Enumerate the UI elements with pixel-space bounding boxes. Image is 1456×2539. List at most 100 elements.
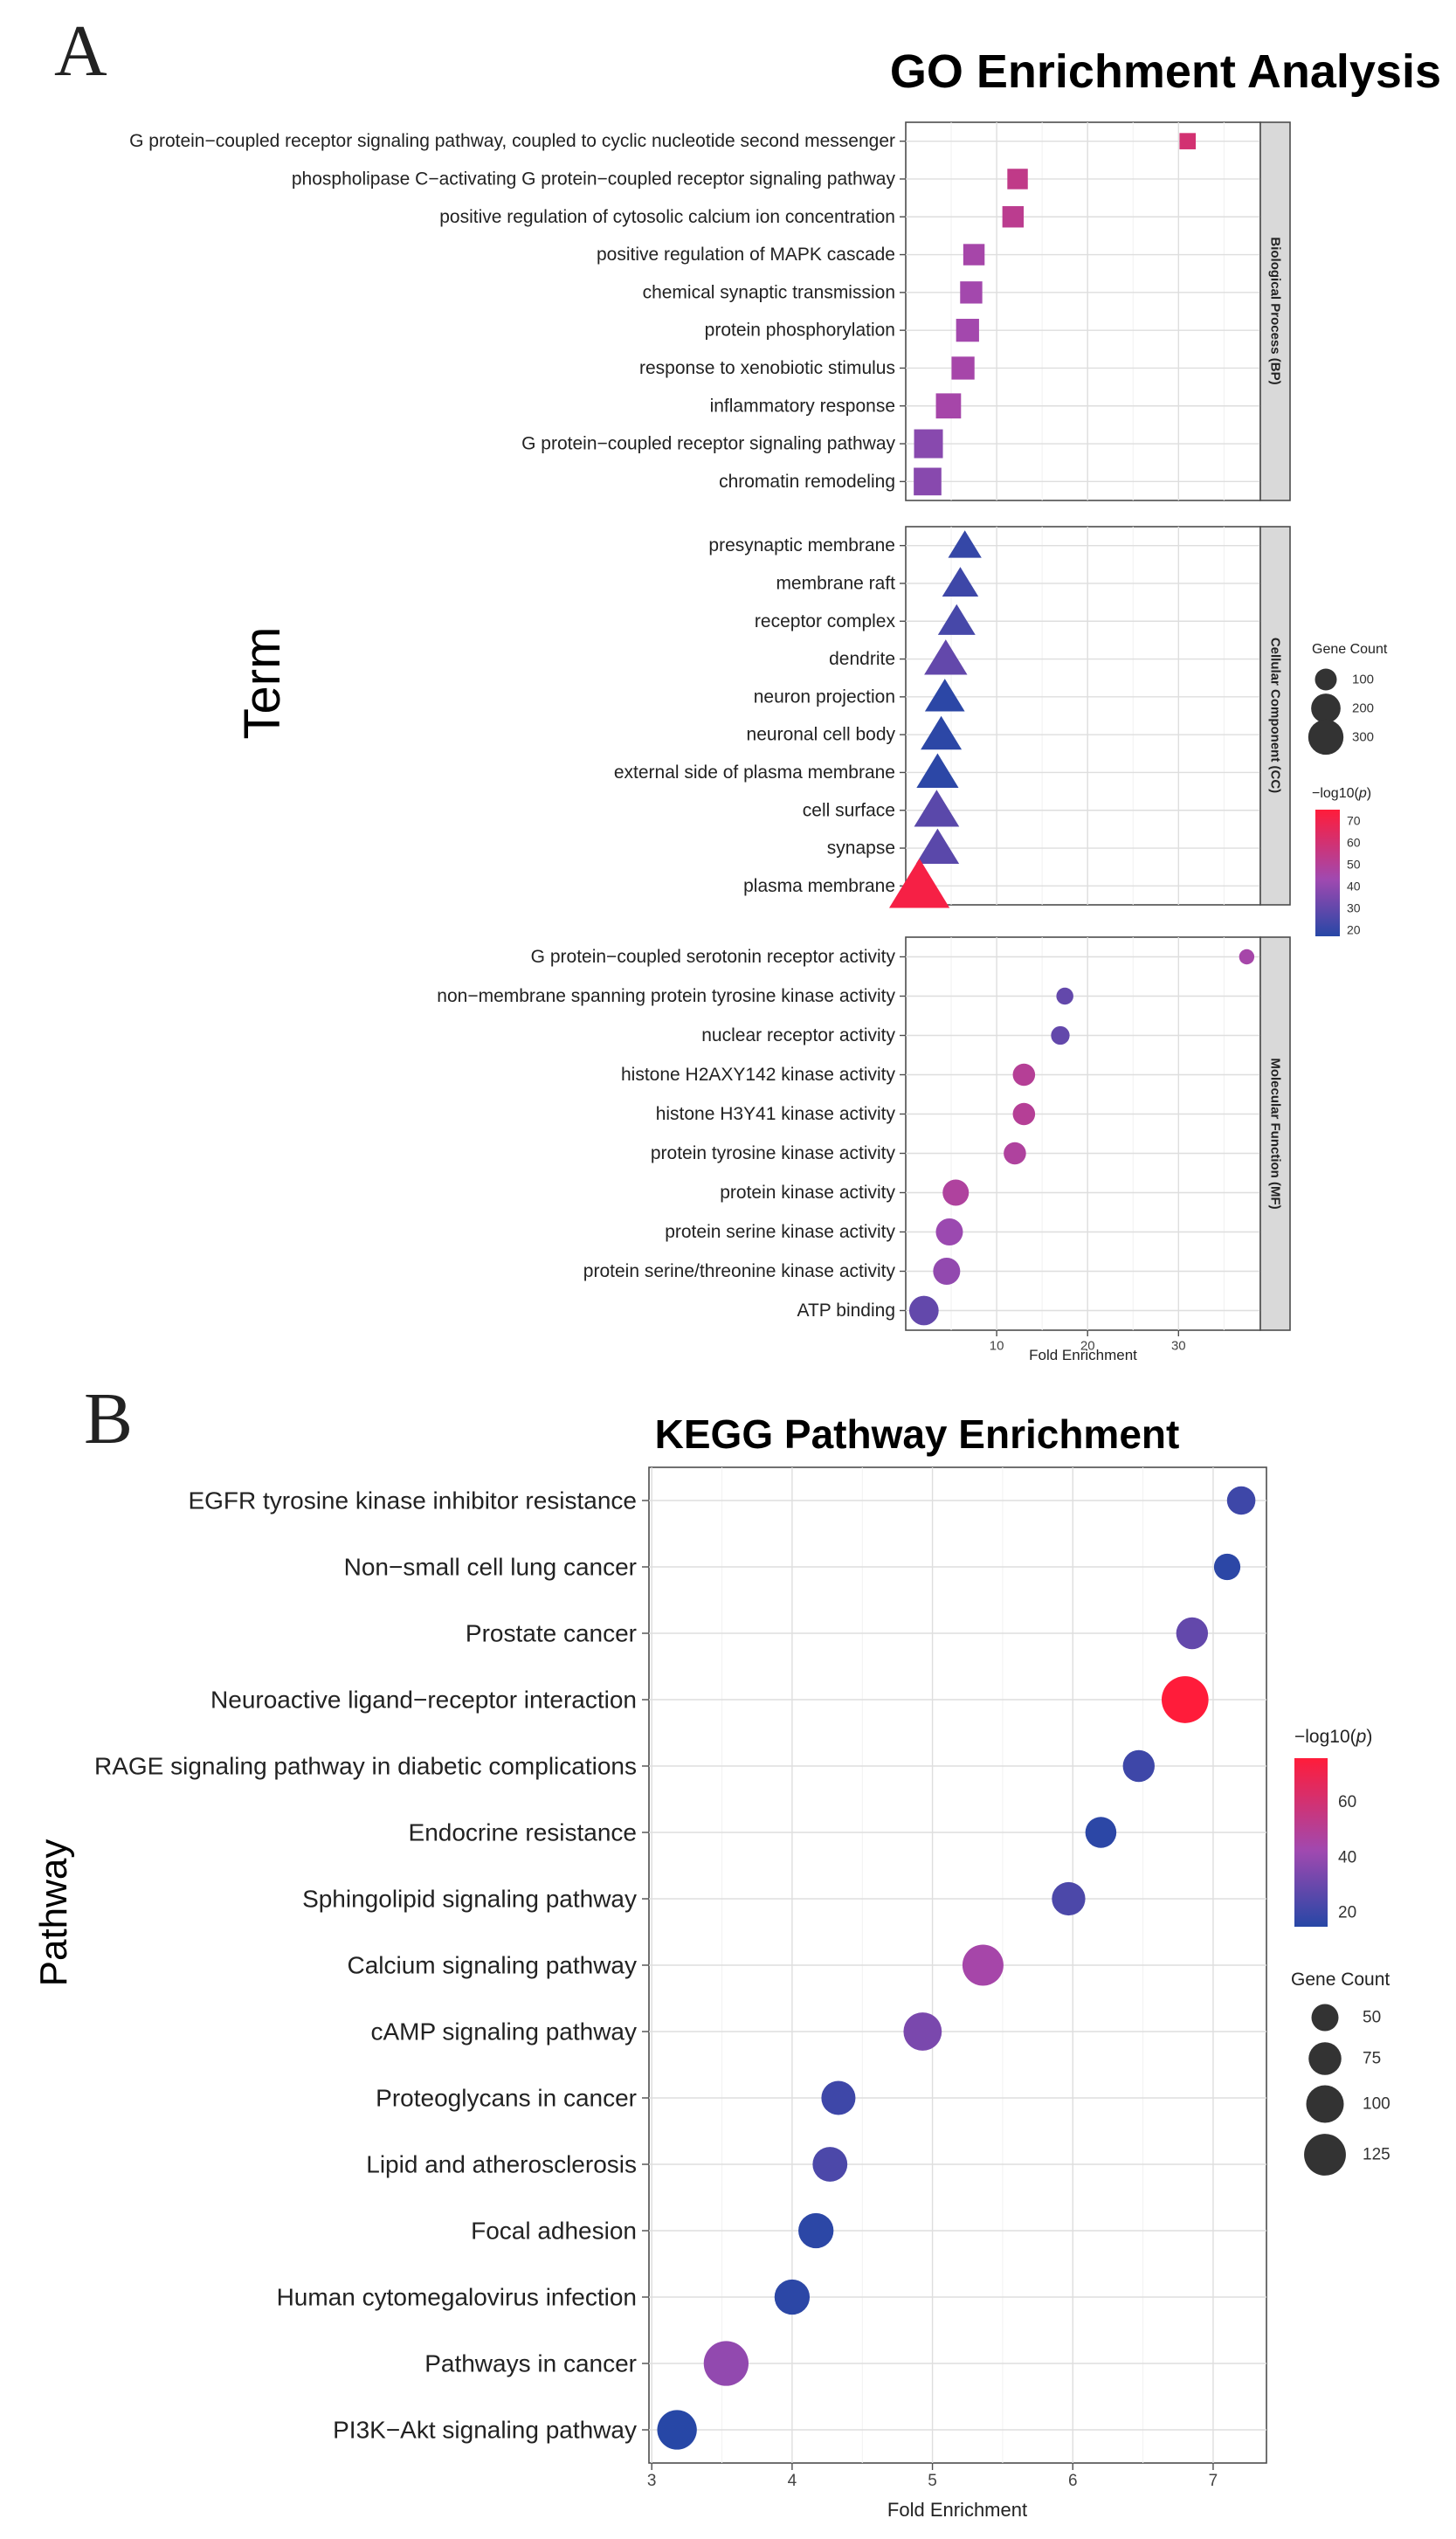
kegg-size-legend-title: Gene Count	[1291, 1970, 1390, 1990]
panel-a: A GO Enrichment Analysis Term G protein−…	[54, 10, 1441, 1363]
term-label: chemical synaptic transmission	[643, 282, 895, 302]
color-key-label: 40	[1347, 880, 1361, 893]
term-label: G protein−coupled receptor signaling pat…	[521, 434, 895, 454]
pathway-label: Lipid and atherosclerosis	[366, 2151, 637, 2178]
size-key-label: 100	[1363, 2095, 1390, 2114]
term-label: neuronal cell body	[747, 725, 896, 745]
go-facet-mf-strip	[1259, 936, 1291, 1331]
go-facet-cc-marks	[889, 530, 982, 908]
term-label: cell surface	[803, 800, 895, 820]
circle-marker	[933, 1257, 961, 1286]
size-key-label: 300	[1352, 730, 1374, 745]
circle-marker	[935, 1218, 963, 1246]
term-label: protein phosphorylation	[705, 321, 895, 341]
go-x-axis: 10 20 30 Fold Enrichment	[990, 1330, 1186, 1363]
kegg-x-ticks: 3 4 5 6 7	[647, 2463, 1218, 2490]
color-key-label: 20	[1338, 1904, 1356, 1922]
triangle-marker	[916, 753, 959, 788]
x-tick-label: 7	[1209, 2472, 1218, 2490]
term-label: external side of plasma membrane	[614, 762, 895, 783]
size-key-dot	[1306, 2085, 1344, 2123]
circle-marker	[1056, 987, 1073, 1005]
kegg-chart-title: KEGG Pathway Enrichment	[655, 1411, 1180, 1457]
term-label: ATP binding	[797, 1301, 895, 1321]
go-facet-bp-strip-label: Biological Process (BP)	[1268, 237, 1283, 384]
size-key-dot	[1315, 668, 1337, 691]
size-key-label: 50	[1363, 2009, 1381, 2027]
size-key-dot	[1304, 2134, 1346, 2176]
panel-b-letter: B	[84, 1378, 133, 1459]
pathway-label: RAGE signaling pathway in diabetic compl…	[94, 1753, 637, 1780]
go-facet-mf-panel	[905, 936, 1261, 1331]
pathway-label: Prostate cancer	[466, 1620, 637, 1647]
go-y-axis-title: Term	[234, 627, 291, 740]
go-size-legend-keys: 100 200 300	[1308, 668, 1374, 755]
triangle-marker	[924, 639, 968, 675]
square-marker	[935, 393, 962, 419]
pathway-label: EGFR tyrosine kinase inhibitor resistanc…	[188, 1487, 637, 1514]
go-color-legend-title: −log10(p)	[1312, 786, 1371, 801]
term-label: neuron projection	[754, 686, 895, 707]
term-label: plasma membrane	[743, 876, 895, 896]
triangle-marker	[937, 604, 976, 635]
go-facet-mf-labels: G protein−coupled serotonin receptor act…	[437, 947, 906, 1321]
triangle-marker	[914, 790, 960, 827]
triangle-marker	[942, 567, 979, 597]
term-label: response to xenobiotic stimulus	[639, 358, 895, 378]
term-label: nuclear receptor activity	[701, 1025, 895, 1045]
x-tick-label: 6	[1068, 2472, 1078, 2490]
go-size-legend-title: Gene Count	[1312, 642, 1388, 657]
circle-marker	[1012, 1063, 1036, 1087]
term-label: protein kinase activity	[720, 1183, 895, 1203]
pathway-point	[1085, 1817, 1117, 1848]
color-key-label: 20	[1347, 923, 1361, 937]
square-marker	[1007, 169, 1028, 190]
go-facet-cc: presynaptic membrane membrane raft recepto…	[614, 526, 1291, 908]
term-label: protein tyrosine kinase activity	[651, 1143, 896, 1163]
circle-marker	[1004, 1142, 1026, 1165]
circle-marker	[942, 1179, 970, 1206]
pathway-label: Proteoglycans in cancer	[376, 2085, 637, 2112]
go-color-legend-keys: 70 60 50 40 30 20	[1347, 814, 1361, 937]
square-marker	[914, 429, 943, 459]
pathway-point	[821, 2080, 856, 2115]
size-key-dot	[1311, 693, 1341, 723]
color-key-label: 40	[1338, 1848, 1356, 1866]
x-tick-label: 3	[647, 2472, 657, 2490]
size-key-dot	[1308, 2042, 1342, 2075]
triangle-marker	[924, 679, 965, 712]
panel-b: B KEGG Pathway Enrichment Pathway EGFR t…	[32, 1378, 1390, 2521]
pathway-label: cAMP signaling pathway	[370, 2018, 637, 2046]
go-facet-cc-strip-label: Cellular Component (CC)	[1268, 638, 1283, 793]
pathway-point	[657, 2410, 697, 2450]
size-key-label: 100	[1352, 673, 1374, 687]
pathway-label: Pathways in cancer	[424, 2350, 637, 2377]
kegg-y-labels: EGFR tyrosine kinase inhibitor resistanc…	[94, 1487, 649, 2444]
term-label: G protein−coupled serotonin receptor act…	[531, 947, 896, 967]
pathway-point	[798, 2212, 834, 2249]
term-label: membrane raft	[776, 573, 895, 593]
circle-marker	[908, 1295, 939, 1326]
triangle-marker	[948, 530, 982, 558]
pathway-point	[962, 1944, 1004, 1986]
square-marker	[956, 319, 979, 342]
term-label: presynaptic membrane	[708, 535, 895, 555]
size-key-label: 75	[1363, 2050, 1381, 2068]
x-tick-label: 5	[928, 2472, 937, 2490]
pathway-point	[1226, 1486, 1256, 1515]
term-label: G protein−coupled receptor signaling pat…	[129, 131, 895, 151]
go-facet-mf: G protein−coupled serotonin receptor act…	[437, 936, 1291, 1331]
pathway-label: Focal adhesion	[471, 2218, 637, 2245]
size-key-dot	[1308, 719, 1344, 755]
color-key-label: 60	[1338, 1793, 1356, 1811]
size-key-label: 200	[1352, 701, 1374, 716]
circle-marker	[1051, 1025, 1070, 1045]
color-key-label: 30	[1347, 901, 1361, 915]
pathway-point	[1213, 1553, 1241, 1581]
go-facet-mf-grid	[906, 937, 1260, 1330]
circle-marker	[1012, 1102, 1036, 1126]
term-label: receptor complex	[755, 611, 896, 631]
pathway-point	[774, 2279, 811, 2315]
go-facet-bp-labels: G protein−coupled receptor signaling pat…	[129, 131, 906, 492]
